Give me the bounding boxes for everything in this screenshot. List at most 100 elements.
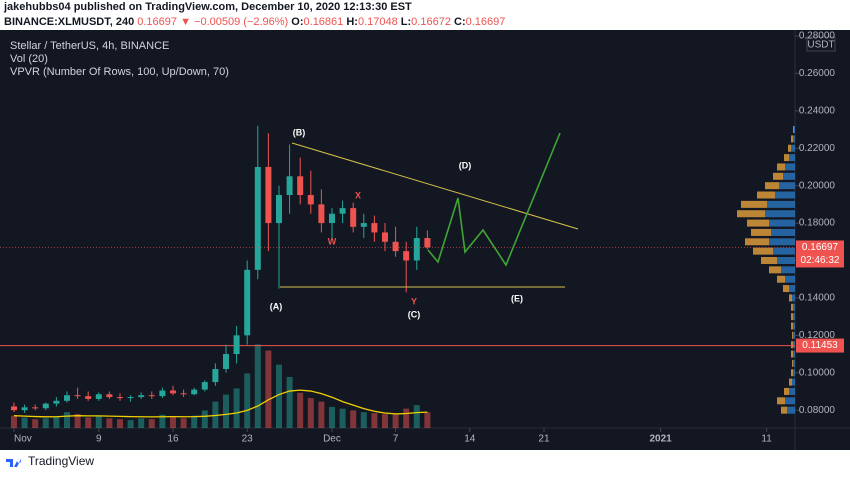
vpvr-up: [789, 154, 795, 162]
y-tick-label: 0.24000: [799, 105, 836, 116]
publisher: jakehubbs04 published on TradingView.com…: [4, 1, 412, 13]
volume-bar: [328, 406, 335, 428]
symbol: BINANCE:XLMUSDT, 240: [4, 16, 135, 28]
candle-body: [148, 395, 155, 397]
vpvr-down: [745, 238, 769, 246]
vpvr-down: [791, 135, 793, 143]
vpvr-down: [753, 247, 773, 255]
candle-body: [392, 241, 399, 252]
y-tick-label: 0.14000: [799, 293, 836, 304]
x-tick-label: 16: [167, 434, 179, 445]
change: ▼ −0.00509 (−2.96%): [180, 16, 289, 28]
vpvr-up: [771, 228, 795, 236]
volume-bar: [297, 392, 304, 428]
vpvr-down: [777, 163, 785, 171]
vpvr-down: [737, 210, 765, 218]
volume-bar: [403, 408, 410, 428]
vpvr-down: [783, 285, 789, 293]
y-tick-label: 0.26000: [799, 68, 836, 79]
y-tick-label: 0.28000: [799, 31, 836, 42]
last-price-label: 0.16697: [802, 242, 839, 253]
vpvr-up: [793, 359, 795, 367]
candle-body: [74, 395, 81, 397]
vpvr-down: [765, 182, 779, 190]
y-tick-label: 0.08000: [799, 405, 836, 416]
h-label: H:: [346, 16, 358, 28]
candle-body: [85, 396, 92, 399]
vpvr-down: [777, 275, 785, 283]
vpvr-up: [792, 378, 795, 386]
x-tick-label: 2021: [649, 434, 672, 445]
volume-bar: [148, 419, 155, 428]
volume-bar: [222, 394, 229, 428]
open: 0.16861: [303, 16, 344, 28]
volume-bar: [180, 418, 187, 428]
wave-label: (D): [459, 160, 472, 170]
vpvr-up: [769, 238, 795, 246]
countdown: 02:46:32: [801, 255, 840, 266]
volume-bar: [360, 412, 367, 428]
header: jakehubbs04 published on TradingView.com…: [4, 0, 850, 30]
vpvr-up: [773, 247, 795, 255]
candle-body: [297, 176, 304, 196]
vpvr-up: [785, 163, 795, 171]
candle-body: [159, 390, 166, 397]
candle-body: [116, 397, 123, 399]
legend-entry: Stellar / TetherUS, 4h, BINANCE: [10, 40, 169, 52]
h-line-tag: [796, 338, 844, 353]
legend-entry: VPVR (Number Of Rows, 100, Up/Down, 70): [10, 66, 229, 78]
volume-bar: [74, 413, 81, 428]
x-tick-label: 23: [242, 434, 254, 445]
candle-body: [254, 166, 261, 270]
wave-label: (E): [511, 293, 523, 303]
low: 0.16672: [411, 16, 451, 28]
vpvr-down: [747, 219, 769, 227]
vpvr-up: [793, 369, 795, 377]
candle-body: [201, 382, 208, 390]
candle-body: [328, 213, 335, 224]
volume-bar: [233, 388, 240, 428]
candle-body: [318, 204, 325, 224]
x-tick-label: 21: [538, 434, 550, 445]
vpvr-down: [773, 172, 783, 180]
vpvr-up: [789, 387, 795, 395]
candle-body: [350, 208, 357, 227]
volume-bar: [339, 408, 346, 428]
candle-body: [32, 407, 39, 409]
vpvr-down: [791, 322, 793, 330]
candle-body: [95, 394, 102, 399]
legend-entry: Vol (20): [10, 53, 48, 65]
ohlc-line: BINANCE:XLMUSDT, 240 0.16697 ▼ −0.00509 …: [4, 15, 850, 30]
candle-body: [180, 393, 187, 395]
vpvr-down: [751, 228, 771, 236]
volume-ma: [13, 389, 428, 418]
volume-bar: [371, 413, 378, 428]
candle-body: [53, 400, 60, 404]
close: 0.16697: [465, 16, 506, 28]
vpvr-up: [793, 303, 795, 311]
vpvr-down: [788, 144, 791, 152]
volume-bar: [254, 344, 261, 428]
vpvr-down: [781, 406, 787, 414]
candle-body: [169, 390, 176, 394]
volume-bar: [350, 410, 357, 428]
h-line-label: 0.11453: [802, 340, 838, 351]
vpvr-down: [791, 341, 793, 349]
vpvr-down: [792, 331, 793, 339]
volume-bar: [116, 419, 123, 428]
candle-body: [424, 238, 431, 248]
candle-body: [265, 166, 272, 224]
volume-bar: [32, 419, 39, 428]
wave-label: Y: [411, 296, 417, 306]
l-label: L:: [400, 16, 412, 28]
trendline: [291, 142, 579, 230]
vpvr-up: [781, 266, 795, 274]
candle-body: [212, 369, 219, 383]
x-tick-label: 11: [761, 434, 772, 445]
volume-bar: [159, 414, 166, 428]
volume-bar: [42, 418, 49, 428]
vpvr-up: [767, 200, 795, 208]
candle-body: [127, 397, 134, 399]
vpvr-down: [777, 397, 785, 405]
